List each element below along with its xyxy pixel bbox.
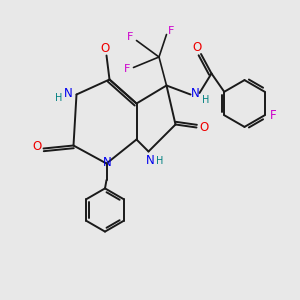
Text: F: F [124, 64, 130, 74]
Text: F: F [168, 26, 174, 37]
Text: H: H [156, 155, 164, 166]
Text: F: F [270, 109, 277, 122]
Text: N: N [103, 156, 112, 170]
Text: O: O [100, 41, 109, 55]
Text: H: H [202, 95, 209, 105]
Text: O: O [32, 140, 41, 154]
Text: O: O [200, 121, 208, 134]
Text: N: N [190, 86, 200, 100]
Text: F: F [127, 32, 133, 42]
Text: N: N [64, 86, 73, 100]
Text: N: N [146, 154, 154, 167]
Text: H: H [55, 93, 62, 103]
Text: O: O [193, 41, 202, 54]
